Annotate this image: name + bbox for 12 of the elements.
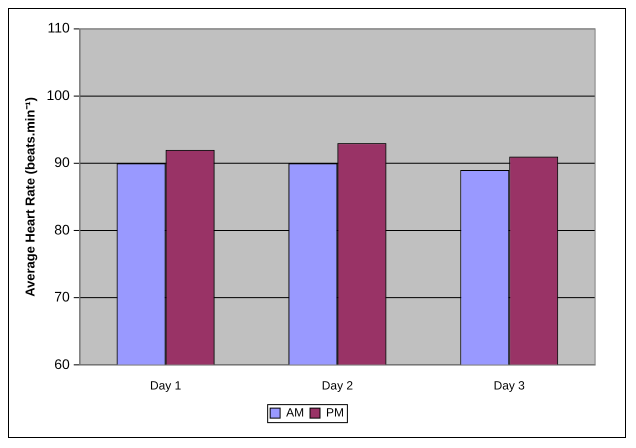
y-tick-label: 70 [54,288,70,305]
y-tick-label: 60 [54,356,70,372]
legend-label: PM [326,405,344,420]
x-tick-label: Day 3 [494,378,526,392]
y-tick-label: 90 [54,154,70,170]
x-tick-label: Day 2 [322,378,354,392]
y-tick-label: 100 [46,86,70,103]
y-tick-label: 110 [48,20,70,36]
legend-label: AM [286,405,304,420]
y-tick-label: 80 [54,221,70,238]
x-tick-label: Day 1 [150,378,182,392]
y-axis-title: Average Heart Rate (beats.min⁻¹) [22,97,38,297]
